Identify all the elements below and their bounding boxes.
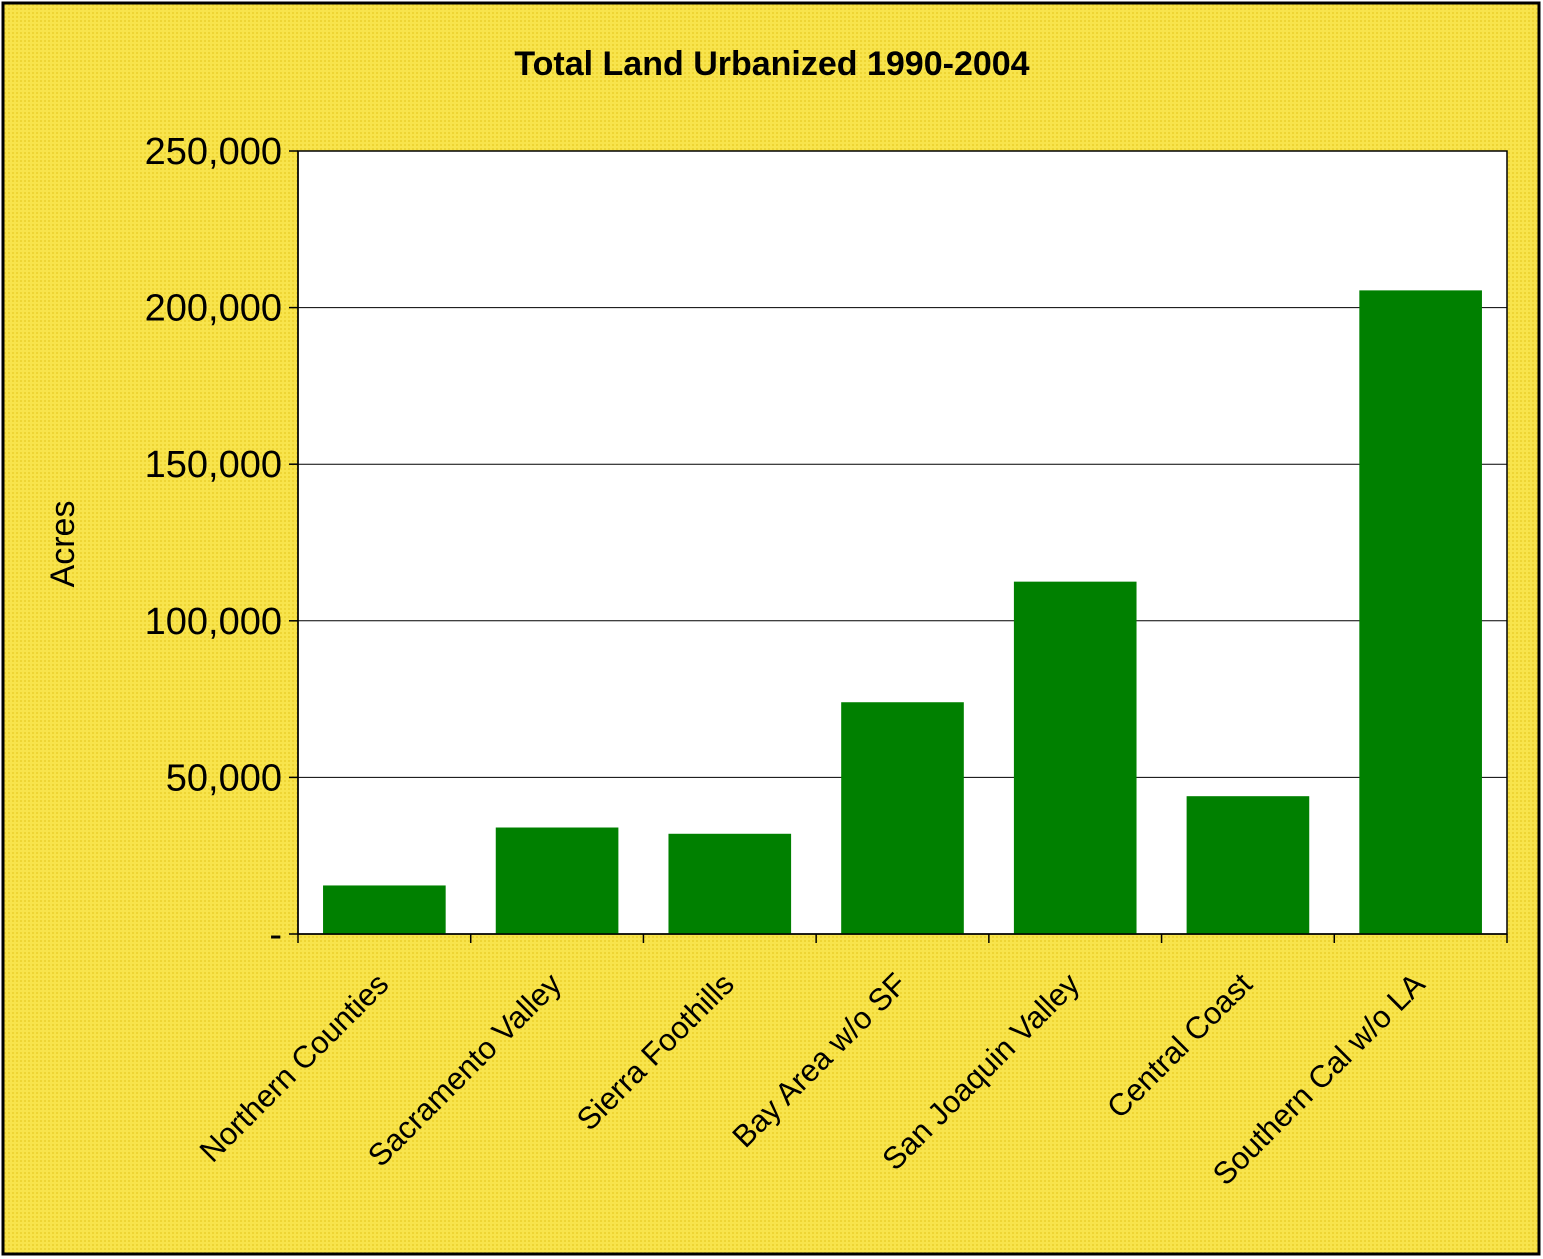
y-tick-labels: - 50,000 100,000 150,000 200,000 250,000 <box>145 131 282 956</box>
chart-title: Total Land Urbanized 1990-2004 <box>514 45 1029 83</box>
axes <box>289 150 1508 943</box>
y-tick-label: - <box>269 914 282 956</box>
bars <box>323 290 1482 934</box>
bar-southern-cal-w-o-la <box>1359 290 1482 934</box>
y-axis-label: Acres <box>44 501 82 588</box>
y-tick-label: 150,000 <box>145 444 282 486</box>
bar-sacramento-valley <box>495 827 619 934</box>
y-tick-label: 50,000 <box>166 757 282 799</box>
bar-bay-area-w-o-sf <box>841 702 964 934</box>
bar-san-joaquin-valley <box>1013 581 1137 934</box>
gridlines <box>298 150 1507 778</box>
y-tick-label: 200,000 <box>145 288 282 330</box>
y-tick-label: 100,000 <box>145 601 282 643</box>
bar-sierra-foothills <box>668 833 792 934</box>
bar-central-coast <box>1186 796 1310 934</box>
bar-northern-counties <box>323 885 446 934</box>
y-tick-label: 250,000 <box>145 131 282 173</box>
